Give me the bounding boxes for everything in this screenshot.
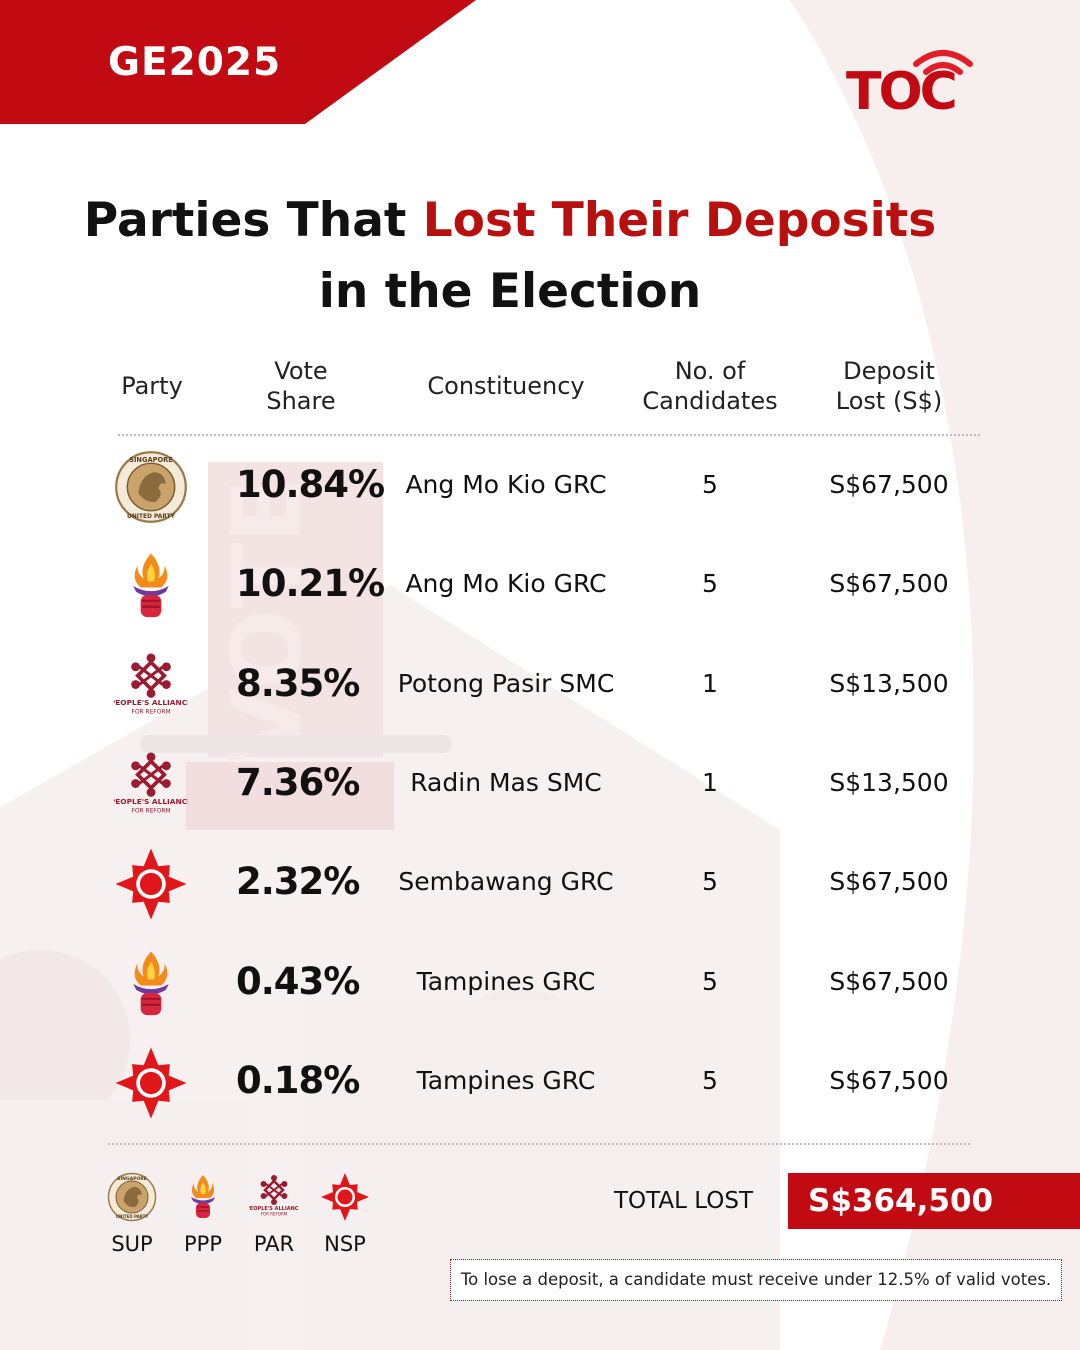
- footer-divider: [108, 1143, 970, 1145]
- total-lost-label: TOTAL LOST: [614, 1188, 754, 1214]
- sup-lion-logo-icon: SINGAPORE UNITED PARTY: [114, 450, 188, 524]
- deposit-cell: S$13,500: [829, 767, 949, 797]
- constituency-cell: Tampines GRC: [416, 1065, 596, 1095]
- title-accent: Lost Their Deposits: [422, 193, 937, 248]
- constituency-cell: Potong Pasir SMC: [397, 668, 615, 698]
- candidates-cell: 5: [702, 867, 718, 897]
- table-row: 0.43% Tampines GRC 5 S$67,500: [0, 937, 1080, 1027]
- legend-item: NSP: [317, 1172, 373, 1256]
- deposit-rule-text: To lose a deposit, a candidate must rece…: [460, 1270, 1052, 1289]
- nsp-star-logo-icon: [114, 847, 188, 921]
- wifi-signal-icon: [913, 50, 973, 75]
- total-lost-value: S$364,500: [808, 1183, 994, 1219]
- title-prefix: Parties That: [83, 193, 423, 248]
- deposit-cell: S$67,500: [829, 470, 949, 499]
- vote-share-cell: 10.21%: [236, 562, 385, 606]
- svg-text:SINGAPORE: SINGAPORE: [129, 456, 173, 464]
- constituency-cell: Sembawang GRC: [398, 867, 614, 897]
- election-tag: GE2025: [108, 40, 282, 85]
- candidates-cell: 1: [702, 668, 718, 698]
- sup-lion-logo-icon: SINGAPORE UNITED PARTY: [107, 1172, 157, 1222]
- vote-share-cell: 0.18%: [236, 1058, 360, 1102]
- legend-label: NSP: [324, 1232, 366, 1256]
- table-row: 2.32% Sembawang GRC 5 S$67,500: [0, 837, 1080, 927]
- constituency-cell: Tampines GRC: [416, 966, 596, 996]
- nsp-star-logo-icon: [320, 1172, 370, 1222]
- legend-item: PPP: [175, 1172, 231, 1256]
- column-header-constituency: Constituency: [427, 372, 585, 400]
- column-header-deposit: Deposit Lost (S$): [810, 356, 968, 416]
- toc-logo: TOC: [846, 38, 976, 122]
- column-header-line: No. of: [674, 357, 746, 385]
- svg-text:UNITED PARTY: UNITED PARTY: [127, 514, 176, 520]
- candidates-cell: 5: [702, 569, 718, 599]
- legend-label: PPP: [184, 1232, 222, 1256]
- ppp-torch-logo-icon: [114, 947, 188, 1021]
- table-row: 0.18% Tampines GRC 5 S$67,500: [0, 1036, 1080, 1126]
- vote-share-cell: 10.84%: [236, 463, 385, 506]
- header-band: [0, 0, 476, 124]
- candidates-cell: 5: [702, 966, 718, 996]
- vote-box-lettering: VOTE: [211, 477, 323, 762]
- svg-text:FOR REFORM: FOR REFORM: [131, 808, 170, 814]
- deposit-cell: S$13,500: [829, 668, 949, 698]
- svg-text:FOR REFORM: FOR REFORM: [131, 709, 170, 715]
- constituency-cell: Ang Mo Kio GRC: [405, 470, 607, 499]
- candidates-cell: 1: [702, 767, 718, 797]
- deposit-cell: S$67,500: [829, 569, 949, 599]
- deposit-cell: S$67,500: [829, 966, 949, 996]
- legend-label: SUP: [111, 1232, 153, 1256]
- ppp-torch-logo-icon: [178, 1172, 228, 1222]
- deposit-cell: S$67,500: [829, 867, 949, 897]
- legend-item: SINGAPORE UNITED PARTY SUP: [104, 1172, 160, 1256]
- constituency-cell: Radin Mas SMC: [410, 767, 602, 797]
- column-header-line: Lost (S$): [835, 387, 943, 415]
- deposit-rule-note: To lose a deposit, a candidate must rece…: [450, 1259, 1062, 1301]
- svg-text:FOR REFORM: FOR REFORM: [261, 1212, 288, 1217]
- vote-share-cell: 8.35%: [236, 661, 360, 705]
- candidates-cell: 5: [702, 1065, 718, 1095]
- column-header-line: Vote: [274, 357, 328, 385]
- column-header-candidates: No. of Candidates: [630, 356, 790, 416]
- page-title-line-1: Parties That Lost Their Deposits: [0, 186, 1020, 256]
- logo-wordmark: TOC: [846, 62, 958, 122]
- vote-share-cell: 2.32%: [236, 860, 360, 904]
- table-row: 10.21% Ang Mo Kio GRC 5 S$67,500: [0, 539, 1080, 629]
- candidates-cell: 5: [702, 470, 718, 499]
- page-title-line-2: in the Election: [318, 264, 702, 319]
- nsp-star-logo-icon: [114, 1046, 188, 1120]
- column-header-line: Deposit: [843, 357, 935, 385]
- table-row: SINGAPORE UNITED PARTY 10.84% Ang Mo Kio GR…: [0, 440, 1080, 530]
- column-header-vote-share: Vote Share: [236, 356, 366, 416]
- constituency-cell: Ang Mo Kio GRC: [405, 569, 607, 599]
- vote-share-cell: 7.36%: [236, 760, 360, 804]
- column-header-party: Party: [121, 372, 183, 400]
- column-header-line: Share: [266, 387, 336, 415]
- ppp-torch-logo-icon: [114, 549, 188, 623]
- column-header-line: Candidates: [642, 387, 778, 415]
- deposit-cell: S$67,500: [829, 1065, 949, 1095]
- svg-text:SINGAPORE: SINGAPORE: [117, 1176, 147, 1182]
- legend-label: PAR: [253, 1232, 295, 1256]
- total-lost-box: S$364,500: [788, 1173, 1080, 1229]
- header-divider: [118, 434, 980, 436]
- vote-share-cell: 0.43%: [236, 959, 360, 1003]
- svg-text:UNITED PARTY: UNITED PARTY: [116, 1214, 149, 1219]
